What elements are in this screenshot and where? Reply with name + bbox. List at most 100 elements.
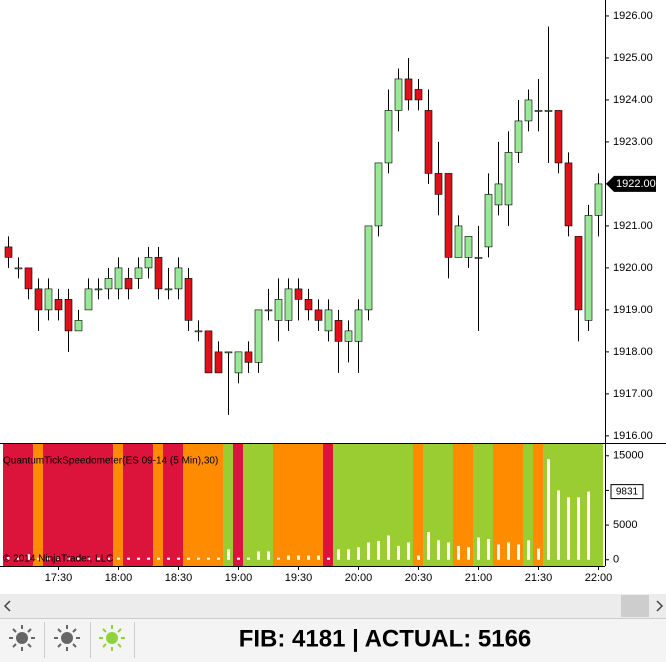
bar [157, 557, 160, 560]
state-background [203, 444, 213, 566]
state-background [73, 444, 83, 566]
candle-body [124, 278, 133, 290]
scroll-left[interactable] [3, 600, 11, 612]
candle-body [264, 309, 273, 312]
bar [557, 490, 560, 560]
state-background [313, 444, 323, 566]
icon-green[interactable] [99, 625, 125, 651]
bar [357, 547, 360, 560]
state-background [183, 444, 193, 566]
candle-body [284, 288, 293, 321]
candle-body [34, 288, 43, 311]
bar [507, 542, 510, 560]
bar [77, 557, 80, 560]
state-background [523, 444, 533, 566]
last-price-marker [606, 175, 656, 192]
bar [347, 549, 350, 560]
bar [247, 557, 250, 560]
last-value-label: 9831 [616, 486, 639, 497]
bar [17, 557, 20, 560]
bar [417, 555, 420, 560]
candle-body [104, 278, 113, 290]
bar [227, 549, 230, 560]
candle-body [464, 236, 473, 258]
plot: 050001000015000983117:3018:0018:3019:001… [3, 10, 656, 584]
bar [387, 535, 390, 560]
candle-body [64, 299, 73, 332]
y-tick-label: 1920.00 [613, 262, 653, 274]
bar [407, 542, 410, 560]
scroll-right[interactable] [656, 600, 664, 612]
bar [337, 549, 340, 560]
x-tick-label: 20:00 [345, 572, 373, 584]
bar [427, 532, 430, 560]
state-background [383, 444, 393, 566]
icon-gray-2[interactable] [54, 625, 80, 651]
y-tick-label: 1923.00 [613, 136, 653, 148]
state-background [503, 444, 513, 566]
bar [497, 544, 500, 560]
state-background [123, 444, 133, 566]
candle-body [514, 120, 523, 153]
bar [367, 542, 370, 560]
bar [277, 557, 280, 560]
candle-body [214, 351, 223, 374]
y-tick-label: 1919.00 [613, 304, 653, 316]
y-tick-label: 1916.00 [613, 430, 653, 442]
candle-body [494, 183, 503, 206]
bar [287, 555, 290, 560]
candle-body [44, 288, 53, 311]
candle-body [14, 267, 23, 270]
candle-body [84, 288, 93, 311]
state-background [213, 444, 223, 566]
candle-body [574, 236, 583, 311]
bar [127, 557, 130, 560]
candle-body [154, 257, 163, 290]
credit: © 2014 NinjaTrader, LLC [3, 554, 113, 565]
candle-body [584, 215, 593, 321]
bar [317, 555, 320, 560]
candle-body [454, 225, 463, 258]
state-background [3, 444, 13, 566]
candle-body [54, 299, 63, 311]
x-tick-label: 17:30 [45, 572, 73, 584]
candle-body [134, 267, 143, 279]
bar [297, 555, 300, 560]
bar [217, 557, 220, 560]
bar [517, 544, 520, 560]
bar [487, 538, 490, 560]
state-background [273, 444, 283, 566]
state-background [453, 444, 463, 566]
state-background [363, 444, 373, 566]
state-background [513, 444, 523, 566]
state-background [153, 444, 163, 566]
icon-gray-1[interactable] [9, 625, 35, 651]
bar [107, 557, 110, 560]
state-background [593, 444, 603, 566]
candle-body [324, 309, 333, 332]
bar [57, 557, 60, 560]
state-background [233, 444, 243, 566]
scroll-thumb[interactable] [621, 595, 649, 617]
bar [177, 557, 180, 560]
last-value-box [610, 484, 644, 500]
candle-body [334, 320, 343, 342]
candle-body [374, 162, 383, 227]
bar [167, 557, 170, 560]
y-tick-label: 1925.00 [613, 52, 653, 64]
bar [537, 548, 540, 560]
candle-body [174, 267, 183, 290]
state-background [433, 444, 443, 566]
candle-body [314, 309, 323, 321]
state-background [23, 444, 33, 566]
state-background [263, 444, 273, 566]
state-background [303, 444, 313, 566]
x-tick-label: 18:30 [165, 572, 193, 584]
bar [547, 459, 550, 560]
x-tick-label: 19:30 [285, 572, 313, 584]
state-background [143, 444, 153, 566]
bar [147, 557, 150, 560]
bar [457, 545, 460, 560]
state-background [493, 444, 503, 566]
scrollbar[interactable] [0, 594, 666, 618]
